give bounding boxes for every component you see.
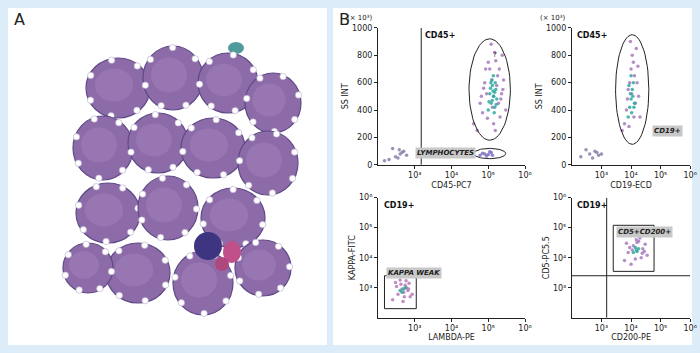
svg-text:10⁵: 10⁵: [654, 324, 667, 333]
svg-text:LAMBDA-PE: LAMBDA-PE: [428, 333, 475, 342]
svg-text:1000: 1000: [352, 24, 372, 33]
svg-text:10⁵: 10⁵: [482, 324, 495, 333]
svg-text:10⁴: 10⁴: [624, 171, 637, 180]
svg-text:0: 0: [367, 161, 372, 170]
svg-text:10⁶: 10⁶: [518, 171, 531, 180]
svg-text:600: 600: [551, 78, 566, 87]
svg-text:10³: 10³: [359, 284, 372, 293]
svg-text:800: 800: [551, 51, 566, 60]
svg-text:10³: 10³: [553, 284, 566, 293]
svg-text:10³: 10³: [595, 324, 608, 333]
svg-text:10⁴: 10⁴: [445, 324, 458, 333]
svg-text:CD19+: CD19+: [577, 201, 607, 210]
svg-text:600: 600: [357, 78, 372, 87]
svg-text:?: ?: [493, 51, 497, 59]
svg-text:10⁶: 10⁶: [359, 193, 372, 202]
svg-text:SS INT: SS INT: [535, 83, 544, 109]
svg-text:0: 0: [561, 161, 566, 170]
svg-text:400: 400: [551, 106, 566, 115]
html-text:A: A: [14, 10, 25, 29]
svg-text:LYMPHOCYTES: LYMPHOCYTES: [417, 149, 474, 157]
html-text:B: B: [339, 10, 350, 29]
svg-text:10⁵: 10⁵: [359, 223, 372, 232]
svg-text:10⁴: 10⁴: [624, 324, 637, 333]
svg-text:CD19-ECD: CD19-ECD: [610, 181, 652, 190]
svg-text:10³: 10³: [408, 324, 421, 333]
svg-text:10⁴: 10⁴: [445, 171, 458, 180]
svg-text:CD45+: CD45+: [577, 31, 607, 40]
svg-text:400: 400: [357, 106, 372, 115]
svg-text:10⁴: 10⁴: [359, 253, 372, 262]
svg-text:10⁶: 10⁶: [553, 193, 566, 202]
svg-text:10⁶: 10⁶: [684, 324, 697, 333]
svg-text:800: 800: [357, 51, 372, 60]
svg-text:1000: 1000: [546, 24, 566, 33]
svg-text:200: 200: [357, 133, 372, 142]
svg-text:CD5-PC5.5: CD5-PC5.5: [542, 236, 551, 279]
svg-text:10⁵: 10⁵: [654, 171, 667, 180]
svg-text:CD45-PC7: CD45-PC7: [431, 181, 471, 190]
svg-text:10⁵: 10⁵: [482, 171, 495, 180]
svg-text:10³: 10³: [595, 171, 608, 180]
svg-text:10⁶: 10⁶: [684, 171, 697, 180]
svg-text:10⁵: 10⁵: [553, 223, 566, 232]
svg-text:(× 10³): (× 10³): [347, 14, 373, 22]
svg-text:KAPPA-FITC: KAPPA-FITC: [348, 235, 357, 280]
svg-text:10⁴: 10⁴: [553, 253, 566, 262]
svg-text:CD19+: CD19+: [384, 201, 414, 210]
svg-text:KAPPA WEAK: KAPPA WEAK: [388, 269, 440, 277]
svg-text:10³: 10³: [408, 171, 421, 180]
svg-text:CD200-PE: CD200-PE: [611, 333, 651, 342]
svg-text:CD45+: CD45+: [425, 31, 455, 40]
svg-text:10⁶: 10⁶: [518, 324, 531, 333]
svg-text:(× 10³): (× 10³): [540, 14, 566, 22]
svg-text:CD19+: CD19+: [654, 127, 681, 135]
svg-text:SS INT: SS INT: [341, 83, 350, 109]
svg-text:CD5+CD200+: CD5+CD200+: [618, 228, 671, 236]
svg-text:200: 200: [551, 133, 566, 142]
